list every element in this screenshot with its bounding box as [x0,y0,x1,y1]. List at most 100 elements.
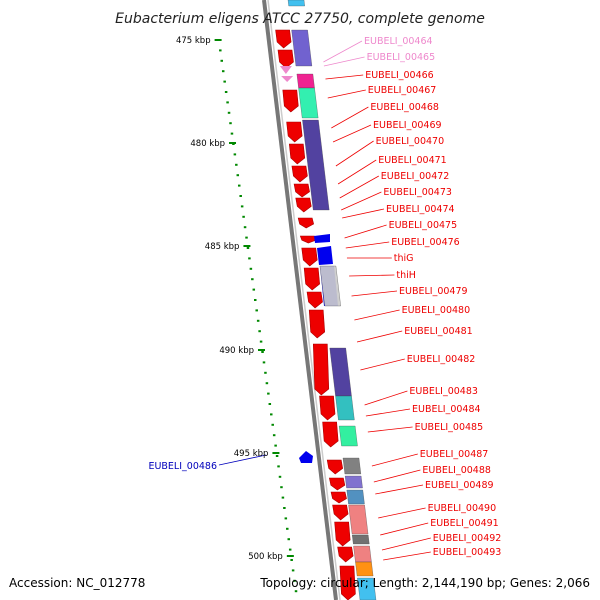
gene-label: EUBELI_00491 [430,518,499,529]
gene-label: EUBELI_00490 [428,503,497,514]
cog-block [355,561,374,577]
cog-block [357,577,377,600]
gene-label: EUBELI_00466 [365,70,434,81]
forward-gene-arrow [322,421,339,448]
forward-gene-arrow [297,217,315,229]
gene-label: EUBELI_00464 [364,36,433,47]
forward-gene-arrow [328,477,346,491]
forward-gene-arrow [295,197,312,213]
pink-gene-arrow [279,66,292,74]
gene-leader-line [380,522,429,536]
gene-leader-line [323,56,365,67]
gene-leader-line [378,507,426,519]
reverse-gene-arrow [299,451,313,463]
gene-leader-line [375,484,424,495]
cog-block [287,0,305,7]
gene-leader-line [351,290,398,297]
ruler-ticks [214,39,298,593]
gene-leader-line [335,140,374,167]
forward-gene-arrow [275,29,292,49]
forward-gene-arrow [306,291,323,309]
gene-label: EUBELI_00481 [404,326,473,337]
forward-gene-arrow [277,49,294,69]
accession-text: Accession: NC_012778 [9,576,145,590]
ruler-label: 500 kbp [248,552,283,562]
cog-block [329,347,352,397]
gene-label: EUBELI_00489 [425,480,494,491]
gene-leader-line [383,551,431,561]
gene-leader-line [360,358,405,371]
gene-label: EUBELI_00469 [373,120,442,131]
gene-leader-line [339,175,379,199]
gene-leader-line [373,469,421,483]
ruler-label: 475 kbp [176,36,211,46]
forward-gene-arrow [286,121,303,143]
cog-block [344,475,363,489]
gene-label: EUBELI_00465 [367,52,436,63]
forward-gene-arrow [288,143,306,165]
gene-leader-line [367,426,413,433]
reverse-gene-arrow [317,246,333,265]
gene-label: EUBELI_00467 [368,85,437,96]
gene-leader-line [371,453,418,467]
gene-label: EUBELI_00488 [422,465,491,476]
forward-gene-arrow [312,343,330,396]
genome-backbone-highlight [267,0,341,600]
cog-block [342,457,362,475]
gene-leader-line [341,191,382,211]
gene-leader-line [342,208,385,219]
map-title: Eubacterium eligens ATCC 27750, complete… [115,11,485,27]
ruler-labels: 475 kbp 480 kbp 485 kbp 490 kbp 495 kbp 500 k… [176,36,283,562]
gene-label: EUBELI_00475 [389,220,458,231]
gene-leader-line [345,241,390,249]
cog-block [348,504,369,535]
reverse-gene-arrow [314,234,330,243]
gene-leader-line [365,408,411,417]
gene-label: EUBELI_00485 [415,422,484,433]
ruler-label: 490 kbp [219,346,254,356]
gene-leader-line [364,390,408,406]
gene-label: EUBELI_00483 [409,386,478,397]
cog-block [291,29,313,67]
gene-label: thiG [394,253,414,264]
ruler-label: 485 kbp [205,242,240,252]
label-leaders [218,40,431,561]
gene-label: EUBELI_00492 [433,533,502,544]
gene-leader-line [327,89,366,99]
forward-gene-arrow [308,309,326,339]
forward-gene-arrow [337,546,354,563]
cog-block [346,489,365,505]
cog-blocks [287,0,377,600]
cog-block [352,534,370,545]
gene-leader-line [344,224,387,239]
forward-gene-arrow [299,235,317,244]
forward-gene-arrow [326,459,344,475]
gene-label: thiH [396,270,416,281]
gene-leader-line [332,124,372,143]
gene-leader-line [349,274,395,277]
forward-gene-arrow [303,267,320,291]
gene-leader-line [354,309,400,321]
cog-block [319,265,341,307]
cog-block [353,545,372,563]
cog-block [335,395,355,421]
gene-label: EUBELI_00476 [391,237,460,248]
gene-label: EUBELI_00468 [370,102,439,113]
gene-labels: EUBELI_00464 EUBELI_00465 EUBELI_00466 EUBE… [148,36,501,558]
gene-label: EUBELI_00474 [386,204,455,215]
gene-label: EUBELI_00486 [148,461,217,472]
forward-gene-arrow [282,89,299,113]
gene-leader-line [381,537,431,551]
forward-gene-arrow [291,165,308,183]
gene-leader-line [356,330,403,343]
cog-block [296,73,315,89]
cog-block [338,425,358,447]
gene-label: EUBELI_00470 [376,136,445,147]
gene-leader-line [323,40,363,63]
ruler-label: 495 kbp [234,449,269,459]
gene-label: EUBELI_00480 [402,305,471,316]
forward-gene-arrow [334,521,351,547]
gene-leader-line [325,74,364,80]
